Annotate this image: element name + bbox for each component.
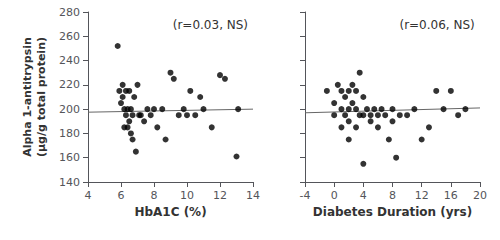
svg-text:220: 220 (59, 78, 80, 91)
svg-text:280: 280 (59, 6, 80, 19)
svg-text:(μg/g total protein): (μg/g total protein) (35, 37, 48, 157)
svg-text:HbA1C (%): HbA1C (%) (134, 205, 206, 219)
svg-text:12: 12 (415, 189, 429, 202)
svg-text:160: 160 (59, 151, 80, 164)
svg-text:8: 8 (389, 189, 396, 202)
svg-text:-4: -4 (300, 189, 311, 202)
svg-text:(r=0.03, NS): (r=0.03, NS) (173, 18, 248, 32)
svg-text:240: 240 (59, 54, 80, 67)
svg-text:0: 0 (331, 189, 338, 202)
svg-text:4: 4 (85, 189, 92, 202)
svg-text:14: 14 (246, 189, 260, 202)
svg-text:8: 8 (151, 189, 158, 202)
svg-text:10: 10 (180, 189, 194, 202)
svg-text:6: 6 (118, 189, 125, 202)
svg-text:Alpha 1-antitrypsin: Alpha 1-antitrypsin (21, 37, 34, 157)
svg-text:140: 140 (59, 176, 80, 189)
svg-text:Diabetes Duration (yrs): Diabetes Duration (yrs) (313, 205, 472, 219)
svg-text:200: 200 (59, 103, 80, 116)
svg-text:16: 16 (444, 189, 458, 202)
svg-text:180: 180 (59, 127, 80, 140)
svg-text:12: 12 (213, 189, 227, 202)
svg-text:260: 260 (59, 30, 80, 43)
svg-text:20: 20 (473, 189, 487, 202)
svg-text:(r=0.06, NS): (r=0.06, NS) (399, 18, 474, 32)
svg-text:4: 4 (360, 189, 367, 202)
